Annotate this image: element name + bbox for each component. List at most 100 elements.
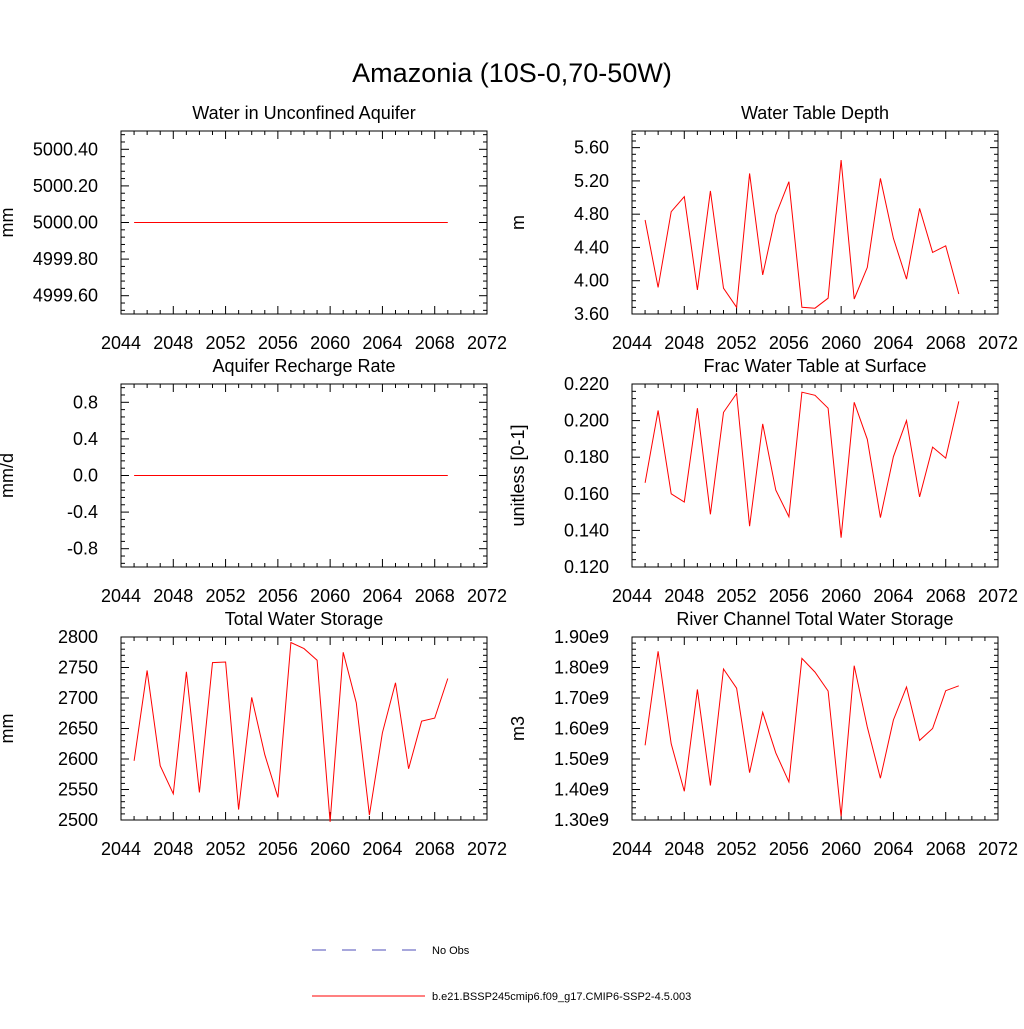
- y-tick-label: 1.40e9: [554, 780, 609, 800]
- x-tick-label: 2056: [258, 333, 298, 353]
- x-tick-label: 2064: [362, 333, 402, 353]
- chart-title: Water in Unconfined Aquifer: [192, 103, 415, 123]
- y-axis-label: unitless [0-1]: [508, 424, 528, 526]
- y-tick-label: 1.50e9: [554, 749, 609, 769]
- x-tick-label: 2072: [978, 839, 1018, 859]
- y-tick-label: 2650: [58, 719, 98, 739]
- y-tick-label: 2550: [58, 780, 98, 800]
- x-tick-label: 2068: [415, 839, 455, 859]
- x-tick-label: 2064: [873, 839, 913, 859]
- legend-label-no-obs: No Obs: [432, 945, 470, 957]
- x-tick-label: 2064: [362, 839, 402, 859]
- chart-water-table-depth: Water Table Depth 2044 2048 2052 2056 2060 206…: [508, 103, 1018, 353]
- x-tick-label: 2056: [769, 586, 809, 606]
- series-line: [644, 651, 959, 817]
- x-tick-label: 2044: [101, 839, 141, 859]
- y-tick-label: 1.70e9: [554, 688, 609, 708]
- y-tick-label: 5000.40: [33, 139, 98, 159]
- chart-frac-water-table-at-surface: Frac Water Table at Surface 2044 2048 2052 2…: [508, 356, 1018, 606]
- x-tick-label: 2068: [415, 333, 455, 353]
- panel-grid: Water in Unconfined Aquifer 2044 2048 2052 2…: [0, 103, 1018, 859]
- y-tick-label: 2500: [58, 810, 98, 830]
- x-tick-label: 2060: [310, 333, 350, 353]
- y-tick-label: 4.00: [574, 271, 609, 291]
- series-line: [644, 160, 960, 309]
- x-tick-label: 2072: [978, 586, 1018, 606]
- y-tick-label: 0.180: [564, 447, 609, 467]
- x-tick-label: 2052: [206, 333, 246, 353]
- chart-title: Total Water Storage: [225, 609, 383, 629]
- x-tick-label: 2052: [717, 333, 757, 353]
- x-tick-label: 2044: [612, 839, 652, 859]
- x-tick-label: 2072: [467, 333, 507, 353]
- y-tick-label: 1.60e9: [554, 719, 609, 739]
- y-tick-label: 2700: [58, 688, 98, 708]
- y-tick-label: 0.140: [564, 520, 609, 540]
- y-tick-label: 5.20: [574, 171, 609, 191]
- chart-title: River Channel Total Water Storage: [676, 609, 953, 629]
- chart-title: Frac Water Table at Surface: [703, 356, 926, 376]
- y-tick-label: 4.80: [574, 204, 609, 224]
- x-tick-label: 2044: [612, 586, 652, 606]
- chart-aquifer-recharge-rate: Aquifer Recharge Rate 2044 2048 2052 2056 206…: [0, 356, 507, 606]
- x-tick-label: 2068: [926, 333, 966, 353]
- y-tick-label: 2600: [58, 749, 98, 769]
- x-tick-label: 2052: [206, 586, 246, 606]
- y-tick-label: 1.30e9: [554, 810, 609, 830]
- y-tick-label: 0.200: [564, 411, 609, 431]
- y-axis-label: mm: [0, 714, 17, 744]
- x-tick-label: 2056: [258, 586, 298, 606]
- chart-river-channel-total-water-storage: River Channel Total Water Storage 2044 204…: [508, 609, 1018, 859]
- x-tick-label: 2068: [926, 586, 966, 606]
- y-tick-label: 4999.60: [33, 286, 98, 306]
- x-tick-label: 2052: [717, 839, 757, 859]
- x-tick-label: 2056: [769, 839, 809, 859]
- x-tick-label: 2044: [101, 586, 141, 606]
- y-tick-label: 0.120: [564, 557, 609, 577]
- y-tick-label: 0.160: [564, 484, 609, 504]
- chart-title: Aquifer Recharge Rate: [212, 356, 395, 376]
- x-tick-label: 2068: [415, 586, 455, 606]
- x-tick-label: 2072: [978, 333, 1018, 353]
- x-tick-label: 2064: [873, 586, 913, 606]
- y-tick-label: -0.4: [67, 502, 98, 522]
- y-tick-label: 2800: [58, 627, 98, 647]
- legend-entry-model-run: b.e21.BSSP245cmip6.f09_g17.CMIP6-SSP2-4.…: [312, 991, 691, 1003]
- x-tick-label: 2048: [153, 839, 193, 859]
- x-tick-label: 2072: [467, 839, 507, 859]
- y-axis-label: m: [508, 215, 528, 230]
- y-tick-label: 0.4: [73, 429, 98, 449]
- x-tick-label: 2060: [310, 586, 350, 606]
- y-tick-label: 2750: [58, 658, 98, 678]
- y-tick-label: 3.60: [574, 304, 609, 324]
- y-tick-label: 5.60: [574, 138, 609, 158]
- x-tick-label: 2060: [821, 333, 861, 353]
- x-tick-label: 2068: [926, 839, 966, 859]
- x-tick-label: 2060: [821, 839, 861, 859]
- y-axis-label: mm/d: [0, 453, 17, 498]
- y-tick-label: 4.40: [574, 237, 609, 257]
- x-tick-label: 2056: [769, 333, 809, 353]
- x-tick-label: 2048: [153, 586, 193, 606]
- chart-total-water-storage: Total Water Storage 2044 2048 2052 2056 2060 2…: [0, 609, 507, 859]
- y-tick-label: 1.80e9: [554, 658, 609, 678]
- y-tick-label: 4999.80: [33, 249, 98, 269]
- legend-entry-no-obs: No Obs: [312, 945, 470, 957]
- x-tick-label: 2056: [258, 839, 298, 859]
- series-line: [133, 641, 449, 822]
- y-axis-label: m3: [508, 716, 528, 741]
- y-tick-label: 5000.00: [33, 213, 98, 233]
- x-tick-label: 2044: [101, 333, 141, 353]
- y-tick-label: 0.0: [73, 466, 98, 486]
- y-tick-label: 0.220: [564, 374, 609, 394]
- x-tick-label: 2060: [821, 586, 861, 606]
- x-tick-label: 2044: [612, 333, 652, 353]
- legend: No Obs b.e21.BSSP245cmip6.f09_g17.CMIP6-…: [312, 945, 691, 1003]
- x-tick-label: 2060: [310, 839, 350, 859]
- figure-title: Amazonia (10S-0,70-50W): [352, 58, 672, 88]
- x-tick-label: 2064: [873, 333, 913, 353]
- y-tick-label: -0.8: [67, 539, 98, 559]
- y-axis-label: mm: [0, 208, 17, 238]
